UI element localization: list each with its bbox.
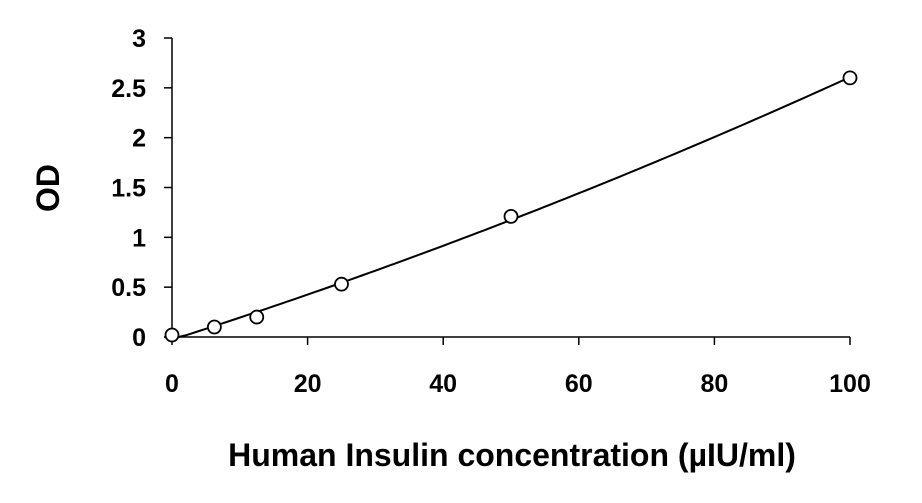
y-tick-label: 2.5 bbox=[111, 75, 146, 103]
x-tick-label: 100 bbox=[829, 370, 871, 398]
y-axis-title: OD bbox=[30, 164, 66, 212]
x-tick-label: 60 bbox=[565, 370, 593, 398]
y-tick-label: 0 bbox=[132, 324, 146, 352]
x-axis-title: Human Insulin concentration (µIU/ml) bbox=[228, 437, 796, 473]
data-point bbox=[164, 327, 180, 343]
x-tick-label: 0 bbox=[165, 370, 179, 398]
fit-curve bbox=[172, 76, 851, 338]
data-point bbox=[334, 276, 349, 292]
x-tick-label: 80 bbox=[700, 370, 728, 398]
y-axis: 0 0.5 1 1.5 2 2.5 3 bbox=[111, 25, 173, 352]
fit-curve-layer bbox=[172, 76, 851, 338]
y-tick-label: 3 bbox=[132, 25, 146, 53]
y-tick-label: 0.5 bbox=[111, 274, 146, 302]
y-tick-label: 2 bbox=[132, 125, 146, 153]
y-tick-label: 1.5 bbox=[111, 175, 146, 203]
data-point bbox=[206, 319, 222, 335]
data-points-layer bbox=[164, 70, 858, 343]
x-tick-label: 20 bbox=[294, 370, 322, 398]
x-tick-label: 40 bbox=[429, 370, 457, 398]
data-point bbox=[842, 70, 858, 86]
y-tick-label: 1 bbox=[132, 224, 146, 252]
data-point bbox=[249, 309, 265, 325]
data-point bbox=[503, 209, 519, 224]
x-axis: 0 20 40 60 80 100 bbox=[164, 336, 871, 398]
